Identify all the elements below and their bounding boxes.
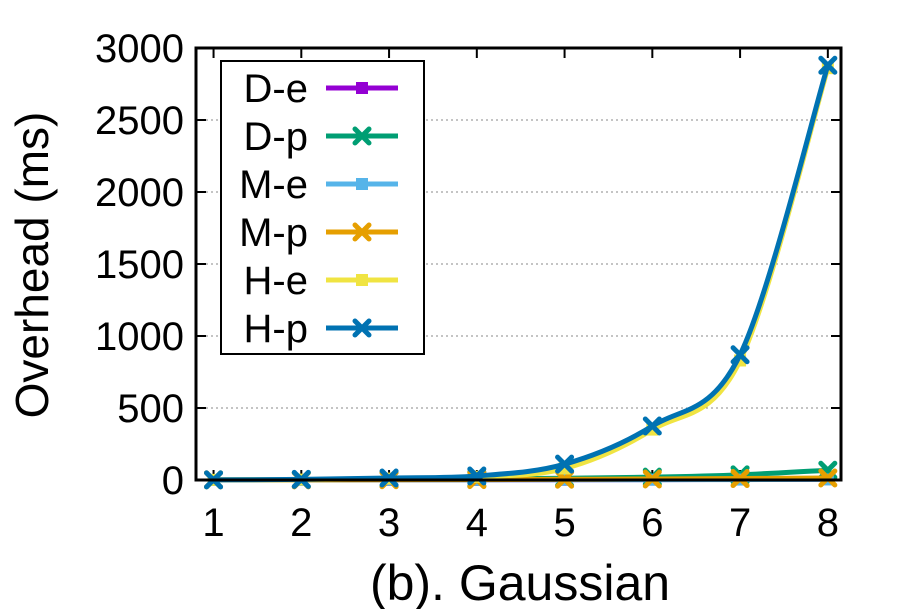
legend-label: H-p [244,307,308,351]
data-point-h-p [555,454,575,474]
legend-label: M-e [239,163,308,207]
legend-swatch-marker [356,178,368,190]
legend-item-h-p: H-p [244,307,398,351]
legend-item-m-p: M-p [239,211,398,255]
x-tick-label: 3 [378,501,400,545]
legend-item-d-e: D-e [244,67,398,111]
legend-label: M-p [239,211,308,255]
legend-label: H-e [244,259,308,303]
x-axis-ticks: 1 2 3 4 5 6 7 8 [202,48,839,545]
data-point-h-p [642,416,662,436]
x-tick-label: 8 [817,501,839,545]
legend-label: D-p [244,115,308,159]
legend-swatch-marker [352,222,372,242]
legend-swatch-marker [352,126,372,146]
x-tick-label: 7 [729,501,751,545]
y-tick-label: 500 [117,387,184,431]
plot-frame [194,46,843,482]
y-tick-label: 2500 [95,99,184,143]
y-tick-label: 0 [162,459,184,503]
data-point-h-p [730,345,750,365]
data-point-h-p [818,55,838,75]
y-axis-label: Overhead (ms) [6,112,58,419]
legend-box [220,60,425,355]
legend-item-h-e: H-e [244,259,398,303]
x-tick-label: 5 [553,501,575,545]
y-axis-ticks: 0 500 1000 1500 2000 2500 3000 [95,27,841,503]
legend-swatch-marker [356,82,368,94]
legend-swatch-marker [352,318,372,338]
y-tick-label: 1000 [95,315,184,359]
legend-item-d-p: D-p [244,115,398,159]
x-tick-label: 6 [641,501,663,545]
legend-item-m-e: M-e [239,163,398,207]
y-tick-label: 3000 [95,27,184,71]
legend-swatch-marker [356,274,368,286]
x-tick-label: 2 [290,501,312,545]
chart-title: (b). Gaussian [370,555,670,609]
y-tick-label: 2000 [95,171,184,215]
x-tick-label: 1 [202,501,224,545]
legend: D-eD-pM-eM-pH-eH-p [220,60,425,355]
data-point-h-p [379,468,399,488]
x-tick-label: 4 [466,501,488,545]
data-point-m-p [818,468,838,488]
y-tick-label: 1500 [95,243,184,287]
legend-label: D-e [244,67,308,111]
